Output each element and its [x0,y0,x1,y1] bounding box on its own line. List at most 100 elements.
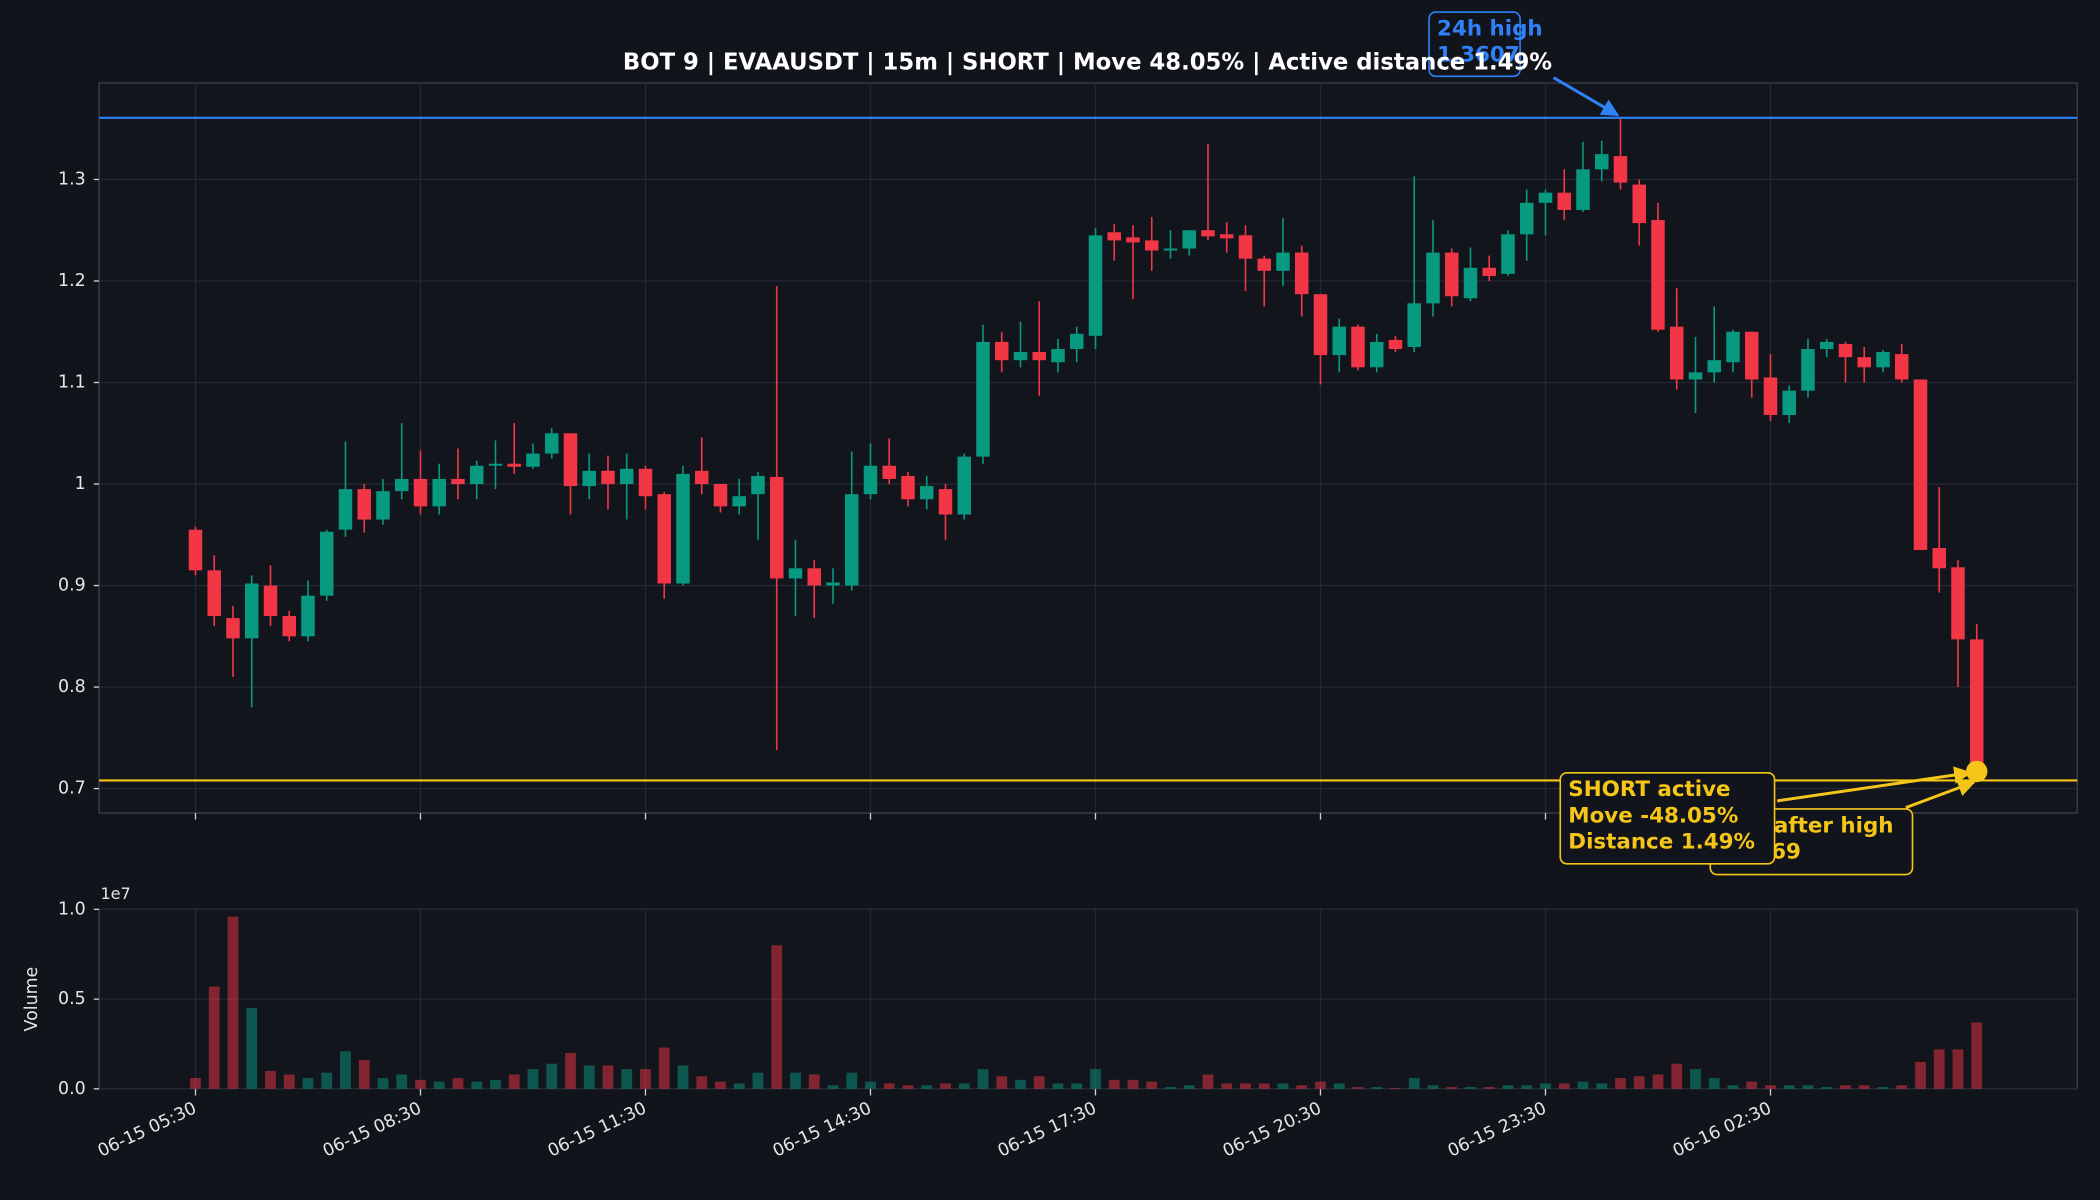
candle-body [319,531,334,596]
volume-bar [1258,1083,1270,1089]
candle-body [1932,547,1946,569]
volume-bar [321,1072,333,1089]
volume-bar [1015,1079,1026,1089]
volume-bar [1521,1085,1533,1089]
candle-body [1801,349,1815,391]
candle-body [919,486,934,500]
volume-bar [583,1065,595,1089]
volume-bar [508,1074,520,1089]
candle-body [826,582,840,586]
candle-body [694,470,709,485]
volume-bar [1746,1081,1758,1089]
candle-body [526,453,540,467]
candle-body [938,489,953,515]
volume-bar [227,916,239,1089]
annotation-arrow [1777,766,1972,803]
candle-body [1294,252,1309,295]
candle-body [263,585,278,617]
volume-bar [1071,1083,1083,1089]
volume-bar [1727,1085,1739,1089]
candle-body [732,496,746,507]
volume-bar [1202,1074,1214,1089]
candle-body [994,341,1009,361]
candle-body [1313,294,1328,356]
volume-bar [1371,1087,1383,1089]
annotation-arrow [1552,76,1620,117]
volume-bar [1483,1087,1495,1089]
candle-body [207,570,221,617]
volume-bar [1465,1087,1476,1089]
volume-bar [1033,1076,1045,1089]
volume-bar [1652,1074,1664,1089]
volume-bar [1315,1081,1326,1089]
y-tick-label: 1.2 [58,271,86,291]
candle-body [1444,252,1459,297]
volume-bar [471,1081,483,1089]
volume-bar [1596,1083,1608,1089]
volume-bar [1333,1083,1345,1089]
candle-body [976,341,990,457]
candle-body [1913,379,1928,551]
candle-body [1351,326,1365,368]
volume-bar [1558,1083,1570,1089]
candle-body [1051,349,1065,363]
volume-bar [1296,1085,1308,1089]
candle-body [432,478,446,507]
volume-axis-label: Volume [22,967,42,1032]
volume-bar [865,1081,876,1089]
volume-bar [527,1069,539,1089]
candle-body [788,568,803,579]
candle-body [882,465,896,479]
candle-body [1482,267,1496,276]
candle-body [1426,252,1440,304]
candle-body [1332,326,1346,356]
volume-bar [1840,1085,1851,1089]
candle-body [544,433,559,454]
candle-body [769,476,784,579]
candle-body [357,489,371,520]
volume-bar [1540,1083,1551,1089]
volume-bar [1877,1087,1889,1089]
volume-bar [1671,1063,1683,1089]
volume-bar [433,1081,445,1089]
volume-bar [490,1079,501,1089]
annotation-box [1559,771,1776,865]
volume-bar [1240,1083,1251,1089]
candle-body [469,465,484,485]
volume-bar [1108,1079,1120,1089]
candle-body [376,491,390,520]
candle-body [863,465,878,495]
y-tick-label: 0.0 [58,1079,86,1099]
annotation-arrow [1905,779,1976,809]
candle-body [1763,377,1778,415]
y-tick-label: 0.9 [58,576,86,596]
volume-bar [377,1078,389,1089]
volume-bar [958,1083,970,1089]
volume-bar [1277,1083,1289,1089]
candle-body [1726,331,1740,363]
volume-bar [808,1074,820,1089]
volume-bar [602,1065,614,1089]
volume-bar [771,945,783,1089]
volume-bar [940,1083,951,1089]
volume-bar [1690,1069,1701,1089]
volume-bar [1502,1085,1514,1089]
candle-body [844,494,859,586]
volume-bar [1090,1069,1101,1089]
volume-bar [1577,1081,1589,1089]
annotation-text: 1.3607 [1437,43,1520,68]
volume-bar [1446,1087,1458,1089]
candle-body [226,618,240,639]
candle-body [1838,343,1853,358]
candle-body [1519,202,1534,235]
candle-body [1369,341,1384,368]
volume-bar [621,1069,633,1089]
candle-body [1501,234,1515,274]
chart-title: BOT 9 | EVAAUSDT | 15m | SHORT | Move 48… [623,49,1552,75]
candle-body [601,470,615,485]
volume-bar [546,1063,558,1089]
volume-bar [452,1078,464,1089]
candle-body [1538,192,1553,203]
candle-body [1069,333,1084,350]
candle-body [1876,352,1890,368]
